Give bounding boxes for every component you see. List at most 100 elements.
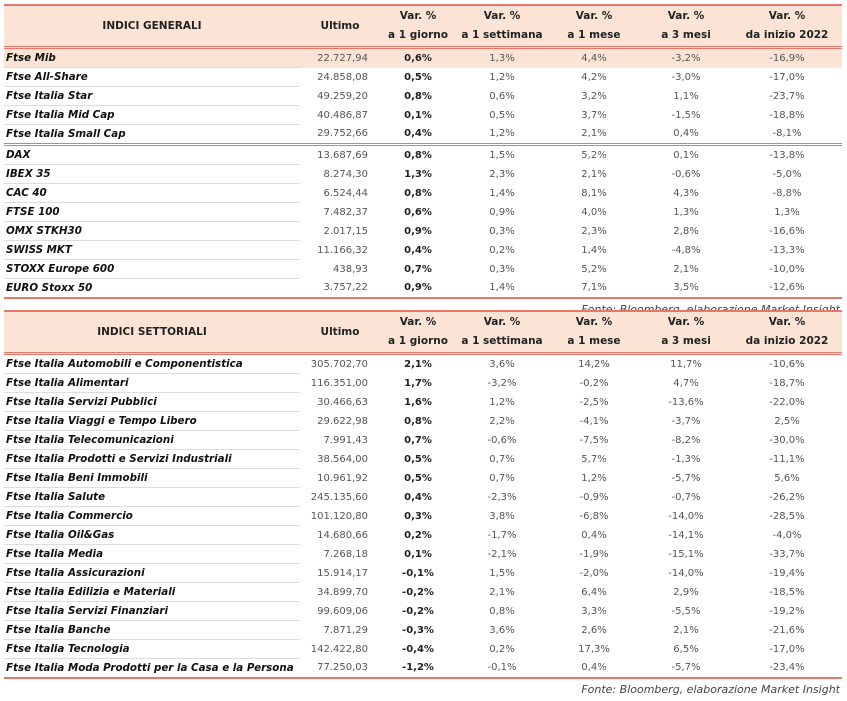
cell-w1: 2,3%	[489, 168, 515, 180]
cell-d1: 1,7%	[404, 377, 432, 389]
cell-d1: -0,4%	[402, 643, 434, 655]
header-1m: Var. % a 1 mese	[548, 310, 640, 355]
cell-d1: -1,2%	[380, 658, 456, 679]
cell-m1: -2,0%	[579, 567, 609, 579]
cell-w1: 0,3%	[489, 225, 515, 237]
cell-w1: 1,2%	[456, 124, 548, 146]
table-row: Ftse Italia Viaggi e Tempo Libero 29.622,…	[4, 411, 842, 431]
cell-ult: 8.274,30	[323, 168, 368, 180]
cell-ytd: -17,0%	[769, 71, 805, 83]
cell-d1: 1,6%	[404, 396, 432, 408]
cell-w1: 1,2%	[489, 396, 515, 408]
cell-name: Ftse Italia Commercio	[4, 506, 300, 526]
cell-ytd: -30,0%	[769, 434, 805, 446]
cell-name: Ftse Italia Edilizia e Materiali	[4, 582, 300, 602]
cell-m1: 5,2%	[581, 263, 607, 275]
table-row: Ftse Italia Mid Cap 40.486,87 0,1% 0,5% 3,7%…	[4, 105, 842, 125]
cell-w1: 1,4%	[489, 187, 515, 199]
cell-ult: 7.871,29	[323, 624, 368, 636]
cell-w1: 0,5%	[489, 109, 515, 121]
table-row: Ftse Italia Alimentari 116.351,00 1,7% -3,2…	[4, 373, 842, 393]
cell-m3: 2,1%	[673, 263, 699, 275]
cell-name: Ftse Italia Moda Prodotti per la Casa e …	[4, 658, 300, 679]
sector-indices-table: INDICI SETTORIALI Ultimo Var. % a 1 giorn…	[4, 310, 842, 679]
header-3m: Var. % a 3 mesi	[640, 4, 732, 49]
cell-m3: -13,6%	[668, 396, 704, 408]
cell-d1: 0,8%	[404, 187, 432, 199]
cell-m3: -5,7%	[640, 658, 732, 679]
cell-m3: -0,6%	[671, 168, 701, 180]
cell-ytd: -23,4%	[732, 658, 842, 679]
cell-m1: -0,9%	[579, 491, 609, 503]
cell-w1: -0,6%	[487, 434, 517, 446]
cell-ytd: -10,0%	[769, 263, 805, 275]
header-name: INDICI GENERALI	[4, 4, 300, 49]
cell-d1: 0,8%	[404, 90, 432, 102]
table-row: Ftse All-Share 24.858,08 0,5% 1,2% 4,2% -3,0%…	[4, 67, 842, 87]
cell-ytd: 1,3%	[774, 206, 800, 218]
cell-ytd: -8,1%	[732, 124, 842, 146]
cell-ult: 142.422,80	[310, 643, 368, 655]
cell-m1: 6,4%	[581, 586, 607, 598]
cell-w1: 0,9%	[489, 206, 515, 218]
table-row: Ftse Italia Prodotti e Servizi Industria…	[4, 449, 842, 469]
table-row: IBEX 35 8.274,30 1,3% 2,3% 2,1% -0,6% -5,0%	[4, 164, 842, 184]
header-1m: Var. % a 1 mese	[548, 4, 640, 49]
table-row: FTSE 100 7.482,37 0,6% 0,9% 4,0% 1,3% 1,3%	[4, 202, 842, 222]
cell-m3: -1,5%	[671, 109, 701, 121]
header-ytd: Var. % da inizio 2022	[732, 310, 842, 355]
cell-w1: 0,8%	[489, 605, 515, 617]
cell-ult: 116.351,00	[310, 377, 368, 389]
cell-ult: 77.250,03	[300, 658, 380, 679]
cell-w1: 3,6%	[489, 624, 515, 636]
cell-name: Ftse Italia Mid Cap	[4, 105, 300, 125]
cell-m3: -14,0%	[668, 567, 704, 579]
cell-w1: 0,7%	[489, 453, 515, 465]
cell-m1: 2,3%	[581, 225, 607, 237]
cell-ytd: -8,8%	[772, 187, 802, 199]
cell-w1: 2,2%	[489, 415, 515, 427]
cell-name: Ftse Italia Servizi Finanziari	[4, 601, 300, 621]
table-row: Ftse Italia Servizi Finanziari 99.609,06 -…	[4, 601, 842, 621]
cell-w1: 1,5%	[489, 567, 515, 579]
cell-ult: 29.622,98	[317, 415, 368, 427]
cell-m1: 5,2%	[581, 149, 607, 161]
cell-m1: 4,2%	[581, 71, 607, 83]
cell-name: Ftse Italia Servizi Pubblici	[4, 392, 300, 412]
cell-ult: 11.166,32	[317, 244, 368, 256]
table-row: Ftse Mib 22.727,94 0,6% 1,3% 4,4% -3,2% -16,9%	[4, 47, 842, 68]
cell-d1: 0,5%	[404, 453, 432, 465]
cell-ytd: -26,2%	[769, 491, 805, 503]
table-row: Ftse Italia Tecnologia 142.422,80 -0,4% 0,2…	[4, 639, 842, 659]
cell-name: CAC 40	[4, 183, 300, 203]
cell-d1: 0,4%	[404, 244, 432, 256]
cell-m3: 0,1%	[673, 149, 699, 161]
header-ultimo: Ultimo	[300, 4, 380, 49]
general-indices-section: INDICI GENERALI Ultimo Var. % a 1 giorno …	[4, 4, 842, 321]
header-1d: Var. % a 1 giorno	[380, 4, 456, 49]
cell-ytd: -21,6%	[769, 624, 805, 636]
cell-name: Ftse Italia Automobili e Componentistica	[4, 353, 300, 374]
cell-ult: 34.899,70	[317, 586, 368, 598]
cell-m3: 2,9%	[673, 586, 699, 598]
cell-name: Ftse Italia Tecnologia	[4, 639, 300, 659]
cell-m1: 2,6%	[581, 624, 607, 636]
cell-ult: 3.757,22	[300, 278, 380, 299]
cell-name: Ftse Italia Salute	[4, 487, 300, 507]
cell-ult: 14.680,66	[317, 529, 368, 541]
cell-name: Ftse Italia Media	[4, 544, 300, 564]
cell-ytd: -17,0%	[769, 643, 805, 655]
cell-w1: 2,1%	[489, 586, 515, 598]
header-3m: Var. % a 3 mesi	[640, 310, 732, 355]
source-note: Fonte: Bloomberg, elaborazione Market In…	[581, 683, 840, 696]
cell-m3: 2,1%	[673, 624, 699, 636]
cell-ytd: -19,2%	[769, 605, 805, 617]
header-1w: Var. % a 1 settimana	[456, 310, 548, 355]
cell-ult: 10.961,92	[317, 472, 368, 484]
cell-m1: 17,3%	[578, 643, 610, 655]
cell-d1: -0,2%	[402, 586, 434, 598]
cell-d1: 0,1%	[404, 109, 432, 121]
cell-m3: 6,5%	[673, 643, 699, 655]
cell-ytd: -5,0%	[772, 168, 802, 180]
cell-m3: -0,7%	[671, 491, 701, 503]
